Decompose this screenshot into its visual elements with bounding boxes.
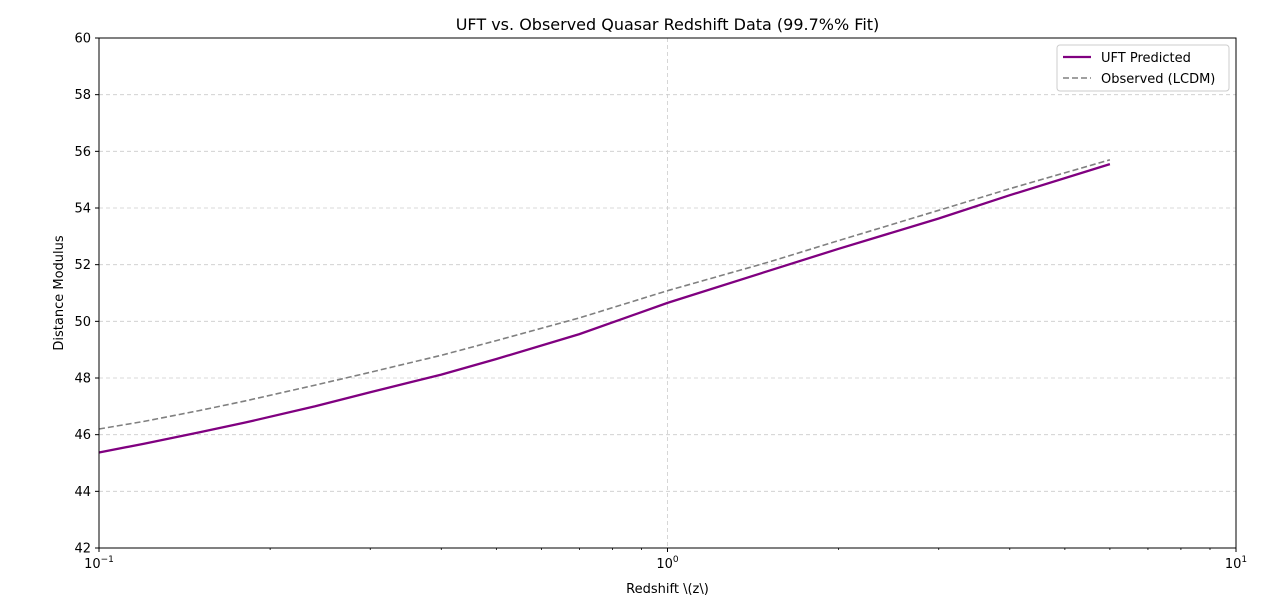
axis-ticks: 42 44 46 48 50 52 54 56 58 60 10−1 100 101 [74,32,1247,573]
chart-title: UFT vs. Observed Quasar Redshift Data (9… [456,15,880,34]
series-line-1 [98,159,1111,430]
legend-label-observed: Observed (LCDM) [1101,72,1215,87]
y-tick-label: 58 [74,88,91,103]
y-tick-label: 50 [74,315,91,330]
y-tick-label: 56 [74,145,91,160]
y-tick-label: 60 [74,32,91,47]
series-line-0 [98,163,1111,454]
y-tick-label: 42 [74,542,91,557]
legend-label-uft-predicted: UFT Predicted [1101,51,1191,66]
x-axis-title: Redshift \(z\) [626,582,709,597]
grid-lines [98,37,1237,549]
x-tick-label: 101 [1225,555,1247,572]
y-tick-label: 54 [74,202,91,217]
legend: UFT Predicted Observed (LCDM) [1056,44,1230,92]
x-tick-label: 10−1 [84,555,114,572]
y-axis-title: Distance Modulus [52,235,67,350]
legend-box [1056,44,1230,92]
x-tick-label: 100 [656,555,679,572]
y-tick-label: 52 [74,258,91,273]
y-tick-label: 46 [74,428,91,443]
series-lines [98,159,1111,454]
y-tick-label: 44 [74,485,91,500]
y-tick-label: 48 [74,372,91,387]
